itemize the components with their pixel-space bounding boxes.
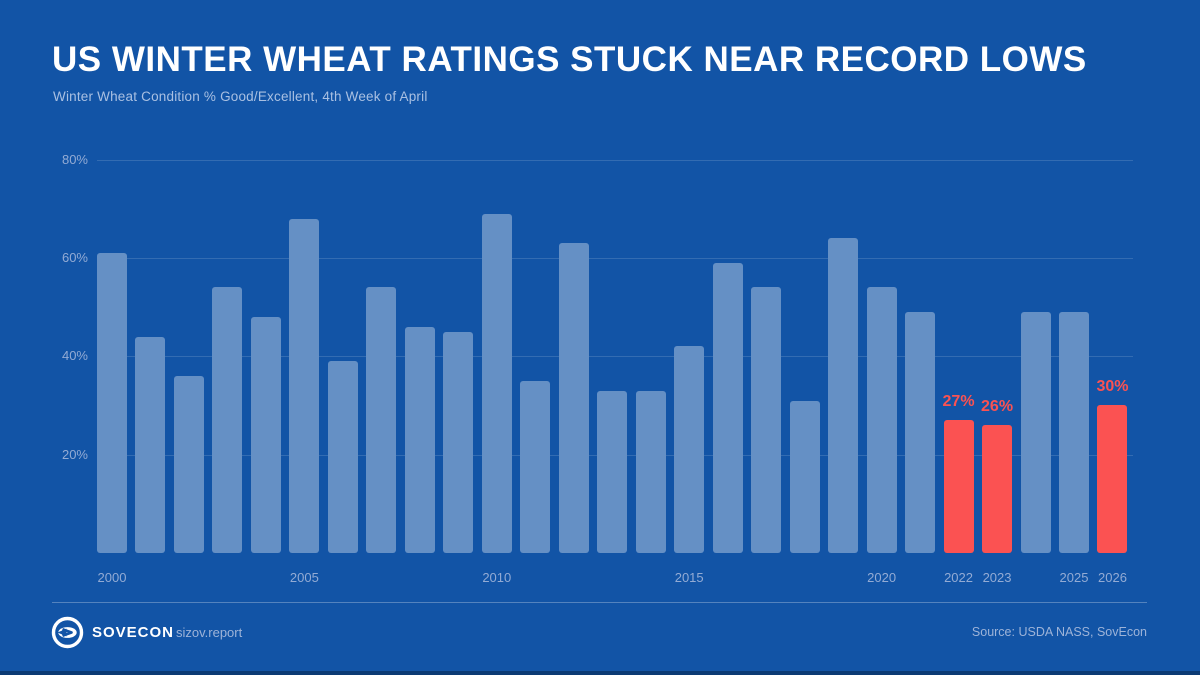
bar-2006 <box>327 361 358 553</box>
bar-2017 <box>751 287 782 553</box>
bar-2018 <box>789 400 820 553</box>
bottom-edge-strip <box>0 671 1200 675</box>
x-axis-tick-2022: 2022 <box>944 570 973 585</box>
x-axis-tick-2020: 2020 <box>867 570 897 585</box>
x-axis-tick-2015: 2015 <box>674 570 704 585</box>
bar-2016 <box>712 262 743 553</box>
gridline-40 <box>97 356 1133 358</box>
bar-2021 <box>905 312 936 553</box>
bar-2010 <box>481 213 512 553</box>
bar-2024 <box>1020 312 1051 553</box>
chart-title: US WINTER WHEAT RATINGS STUCK NEAR RECOR… <box>52 40 1087 79</box>
bar-2014 <box>635 390 666 553</box>
bar-2025 <box>1059 312 1089 553</box>
bar-2002 <box>173 375 204 553</box>
source-note: Source: USDA NASS, SovEcon <box>971 625 1147 639</box>
sovecon-logo-icon <box>51 616 84 649</box>
bar-2023 <box>982 425 1013 553</box>
bar-2022 <box>943 420 974 553</box>
bar-2011 <box>520 380 551 553</box>
bar-2015 <box>674 346 705 553</box>
bar-2013 <box>597 390 628 553</box>
bar-2026 <box>1097 405 1128 553</box>
gridline-80 <box>97 159 1133 161</box>
x-axis-tick-2023: 2023 <box>982 570 1012 585</box>
bar-2007 <box>366 287 397 553</box>
x-axis-tick-2025: 2025 <box>1059 570 1089 585</box>
bar-2019 <box>828 238 859 553</box>
x-axis-tick-2005: 2005 <box>289 570 319 585</box>
bar-2004 <box>250 316 281 553</box>
bar-chart-plot: 20% 40% 60% 80% 27% 26% 30% 2000 2005 2010 2015 202… <box>40 140 1140 600</box>
x-axis-tick-2000: 2000 <box>97 570 127 585</box>
y-axis-tick-80: 80% <box>61 151 88 167</box>
x-axis-tick-2010: 2010 <box>482 570 512 585</box>
bar-2020 <box>866 287 897 553</box>
bar-2000 <box>97 253 127 553</box>
gridline-60 <box>97 257 1133 259</box>
bar-2008 <box>404 326 435 553</box>
bar-2003 <box>212 287 243 553</box>
bar-value-label-2026: 30% <box>1096 378 1129 396</box>
chart-subtitle: Winter Wheat Condition % Good/Excellent,… <box>53 89 428 104</box>
brand-name: SOVECON <box>92 624 175 641</box>
y-axis-tick-60: 60% <box>61 249 88 265</box>
brand-site-url: sizov.report <box>176 625 243 640</box>
bar-2012 <box>558 243 589 553</box>
bar-2001 <box>135 336 166 553</box>
footer-divider <box>52 602 1147 603</box>
y-axis-tick-20: 20% <box>61 446 88 462</box>
x-axis-tick-2026: 2026 <box>1098 570 1127 585</box>
bar-value-label-2023: 26% <box>981 398 1014 416</box>
bar-2009 <box>443 331 474 553</box>
bar-2005 <box>289 218 320 553</box>
y-axis-tick-40: 40% <box>61 348 88 364</box>
bar-value-label-2022: 27% <box>942 393 975 411</box>
